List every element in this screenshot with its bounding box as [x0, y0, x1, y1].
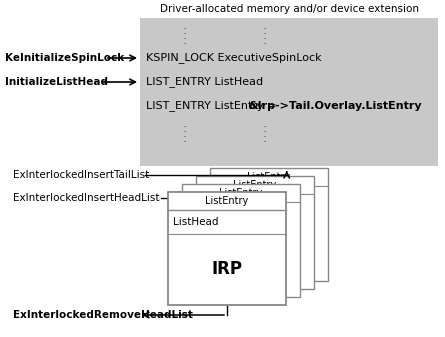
Text: :: : [183, 33, 187, 47]
Text: :: : [183, 24, 187, 36]
Text: :: : [263, 33, 267, 47]
Text: InitializeListHead: InitializeListHead [5, 77, 108, 87]
Text: :: : [183, 131, 187, 145]
Text: ListEntry: ListEntry [206, 196, 249, 206]
Text: ExInterlockedInsertTailList: ExInterlockedInsertTailList [13, 170, 149, 180]
Text: ExInterlockedRemoveHeadList: ExInterlockedRemoveHeadList [13, 310, 193, 320]
Bar [210, 168, 328, 281]
Text: ListEntry: ListEntry [233, 180, 277, 190]
Text: :: : [183, 122, 187, 134]
Bar [168, 192, 286, 305]
Text: ExInterlockedInsertHeadList: ExInterlockedInsertHeadList [13, 193, 159, 203]
Text: LIST_ENTRY ListEntry =: LIST_ENTRY ListEntry = [146, 100, 280, 112]
Text: :: : [263, 122, 267, 134]
Bar [196, 176, 314, 289]
Text: ListEntry: ListEntry [219, 188, 263, 198]
Text: :: : [263, 131, 267, 145]
Bar [182, 184, 300, 297]
Text: ListEntry: ListEntry [247, 172, 291, 182]
Text: ListHead: ListHead [173, 217, 218, 227]
Text: LIST_ENTRY ListHead: LIST_ENTRY ListHead [146, 76, 263, 88]
Text: Driver-allocated memory and/or device extension: Driver-allocated memory and/or device ex… [159, 4, 418, 14]
Text: IRP: IRP [211, 261, 243, 278]
Text: KeInitializeSpinLock: KeInitializeSpinLock [5, 53, 124, 63]
Text: :: : [263, 24, 267, 36]
Text: KSPIN_LOCK ExecutiveSpinLock: KSPIN_LOCK ExecutiveSpinLock [146, 53, 322, 63]
Bar [140, 18, 438, 166]
Text: &Irp->Tail.Overlay.ListEntry: &Irp->Tail.Overlay.ListEntry [248, 101, 421, 111]
